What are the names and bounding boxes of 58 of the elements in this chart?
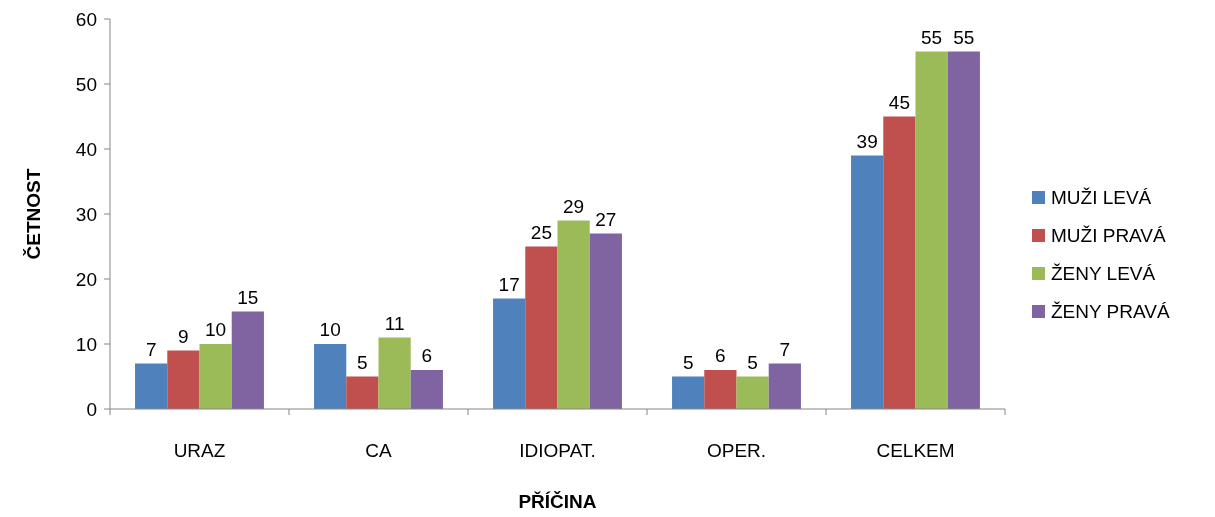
bar — [736, 376, 769, 409]
bar — [915, 51, 948, 409]
legend-label: ŽENY LEVÁ — [1051, 262, 1156, 284]
data-label: 5 — [357, 351, 368, 373]
y-tick-label: 60 — [75, 8, 97, 30]
bar — [947, 51, 980, 409]
bar — [346, 376, 379, 409]
bar — [672, 376, 705, 409]
bar — [378, 337, 411, 409]
bar — [525, 246, 558, 409]
data-label: 10 — [205, 319, 227, 340]
bar — [768, 363, 801, 409]
data-label: 29 — [563, 195, 585, 217]
y-tick-label: 40 — [75, 138, 97, 160]
legend-label: MUŽI LEVÁ — [1051, 186, 1152, 208]
bar — [493, 298, 526, 409]
x-tick-label: OPER. — [706, 440, 767, 461]
data-label: 10 — [319, 319, 341, 340]
bar — [883, 116, 916, 409]
bar — [704, 370, 737, 409]
data-label: 6 — [715, 345, 726, 366]
bar — [314, 344, 347, 409]
data-label: 55 — [921, 26, 943, 48]
x-tick-label: CA — [365, 440, 393, 461]
data-label: 15 — [237, 286, 259, 308]
y-tick-label: 30 — [75, 203, 97, 225]
y-tick-label: 20 — [75, 268, 97, 290]
bar — [410, 370, 443, 409]
legend-label: MUŽI PRAVÁ — [1051, 224, 1167, 246]
x-axis-title: PŘÍČINA — [518, 491, 597, 512]
data-label: 25 — [530, 221, 552, 243]
data-label: 6 — [421, 345, 433, 366]
x-tick-label: URAZ — [173, 440, 226, 461]
y-tick-label: 0 — [86, 398, 97, 420]
y-tick-label: 10 — [75, 333, 97, 355]
y-tick-label: 50 — [75, 73, 97, 95]
bar — [199, 344, 232, 409]
data-label: 5 — [682, 351, 694, 373]
data-label: 5 — [747, 351, 758, 373]
y-axis-title: ČETNOST — [23, 168, 44, 260]
bar — [557, 220, 590, 409]
data-label: 45 — [888, 91, 910, 113]
x-tick-label: CELKEM — [876, 440, 955, 461]
data-label: 27 — [595, 208, 617, 230]
data-label: 9 — [178, 325, 189, 347]
bar — [589, 233, 622, 409]
bar — [231, 311, 264, 409]
data-label: 55 — [953, 26, 975, 48]
data-label: 11 — [384, 312, 405, 334]
data-label: 17 — [498, 273, 520, 295]
bar — [167, 350, 200, 409]
data-label: 39 — [856, 130, 878, 152]
data-label: 7 — [145, 338, 157, 360]
bar — [851, 155, 884, 409]
x-tick-label: IDIOPAT. — [519, 440, 596, 461]
legend-label: ŽENY PRAVÁ — [1051, 300, 1170, 322]
data-label: 7 — [779, 338, 791, 360]
bar — [135, 363, 168, 409]
